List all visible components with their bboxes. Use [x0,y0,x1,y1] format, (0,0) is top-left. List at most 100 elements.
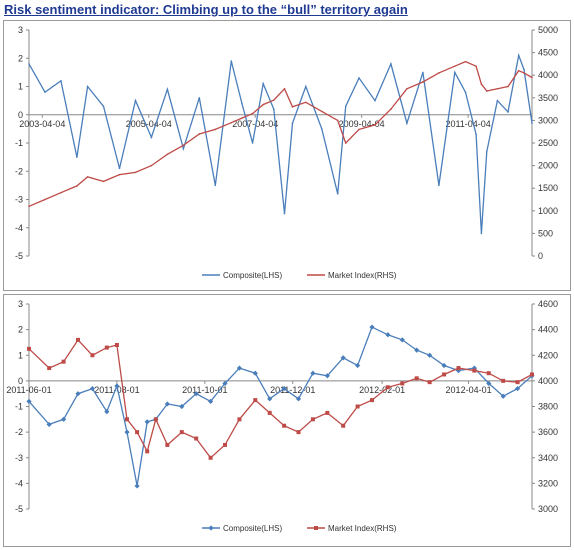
composite-point [374,99,376,102]
market-index-point [422,81,424,83]
composite-vs-index-chart-2003-2012: 3 2 1 0 -1 -2 -3 -4 -5 5000 4500 4000 3500 3000 2500 20… [3,20,571,291]
x-tick-label: 2011-04-04 [445,119,490,129]
legend: Composite(LHS) Market Index(RHS) [202,524,397,533]
x-tick-label: 2009-04-04 [339,119,385,129]
market-index-point [296,430,301,435]
composite-point [340,355,346,361]
market-index-point [44,198,46,201]
composite-point [385,332,391,338]
composite-point [480,232,483,235]
market-index-point [414,376,419,381]
market-index-point [104,345,109,350]
market-index-point [515,380,520,385]
composite-point [60,80,62,82]
market-index-point [179,430,184,435]
market-index-point [374,124,376,126]
composite-point [134,483,140,489]
left-tick-label: -4 [15,223,23,233]
market-index-point [282,423,287,428]
market-index-point [166,153,169,156]
composite-point [182,147,185,150]
composite-point [89,385,96,392]
market-index-point [60,191,62,194]
right-tick-label: 4600 [538,299,558,309]
composite-line [28,52,533,234]
left-tick-label: 3 [18,25,23,35]
market-index-point [456,366,461,371]
composite-point [86,85,89,88]
market-index-point [530,372,534,377]
market-index-point [214,128,217,131]
market-index-point [523,72,525,74]
composite-point [475,133,477,136]
market-index-point [390,108,392,110]
composite-line [28,326,533,487]
composite-point [531,122,533,125]
right-tick-label: 2000 [538,161,558,171]
composite-point [464,91,467,93]
right-tick-label: 3400 [538,453,558,463]
right-tick-label: 3800 [538,402,558,412]
left-tick-label: -3 [15,195,23,205]
market-index-point [118,173,121,176]
composite-point [390,63,392,65]
x-tick-label: 2007-04-04 [232,119,278,129]
composite-point [251,142,254,144]
right-tick-label: 500 [538,228,553,238]
left-tick-label: -1 [15,402,23,412]
market-index-point [341,423,346,428]
market-index-point [320,110,323,113]
series-composite [28,52,533,235]
market-index-point [28,205,30,208]
composite-point [295,396,302,402]
right-tick-label: 3200 [538,478,558,488]
composite-point [124,429,130,435]
composite-point [60,416,67,422]
right-tick-label: 1500 [538,183,558,193]
left-tick-label: 1 [18,350,23,360]
market-index-point [251,112,254,115]
market-index-point [304,101,307,104]
market-index-point [475,65,477,67]
market-index-point [145,449,150,454]
market-index-point [464,60,467,63]
left-tick-label: -5 [15,504,23,514]
market-index-point [27,346,31,351]
composite-point [193,391,199,397]
market-index-point [496,87,499,90]
x-tick-label: 2011-12-01 [270,385,315,395]
market-index-point [182,144,185,147]
left-tick-label: -3 [15,453,23,463]
composite-point [44,91,46,93]
composite-point [427,352,433,358]
market-index-point [102,180,105,183]
composite-point [485,150,488,153]
market-index-point [400,381,405,386]
x-tick-label: 2011-06-01 [6,385,51,395]
composite-point [281,385,287,392]
composite-point [369,324,375,330]
x-tick-label: 2012-02-01 [359,385,405,395]
composite-point [355,362,361,369]
market-index-point [47,366,52,371]
x-tick-label: 2005-04-04 [126,119,172,129]
market-index-point [267,410,272,415]
composite-point [102,105,105,108]
right-tick-label: 4500 [538,48,558,58]
composite-vs-index-chart-2011-2012: 3 2 1 0 -1 -2 -3 -4 -5 4600 4400 4200 4000 3800 3600 34… [3,294,571,547]
composite-point [46,421,52,428]
composite-point [236,365,243,371]
market-index-point [153,417,158,422]
composite-point [150,136,153,139]
market-index-point [370,398,375,403]
left-tick-label: -4 [15,478,23,488]
axes: 3210-1-2-3-4-550004500400035003000250020… [15,25,558,261]
right-tick-label: 4400 [538,325,558,335]
market-index-point [86,176,89,178]
right-tick-label: 1000 [538,206,558,216]
market-index-point [517,69,520,72]
right-tick-label: 3000 [538,504,558,514]
composite-point [500,393,506,399]
composite-point [198,97,201,99]
market-index-point [485,90,488,92]
